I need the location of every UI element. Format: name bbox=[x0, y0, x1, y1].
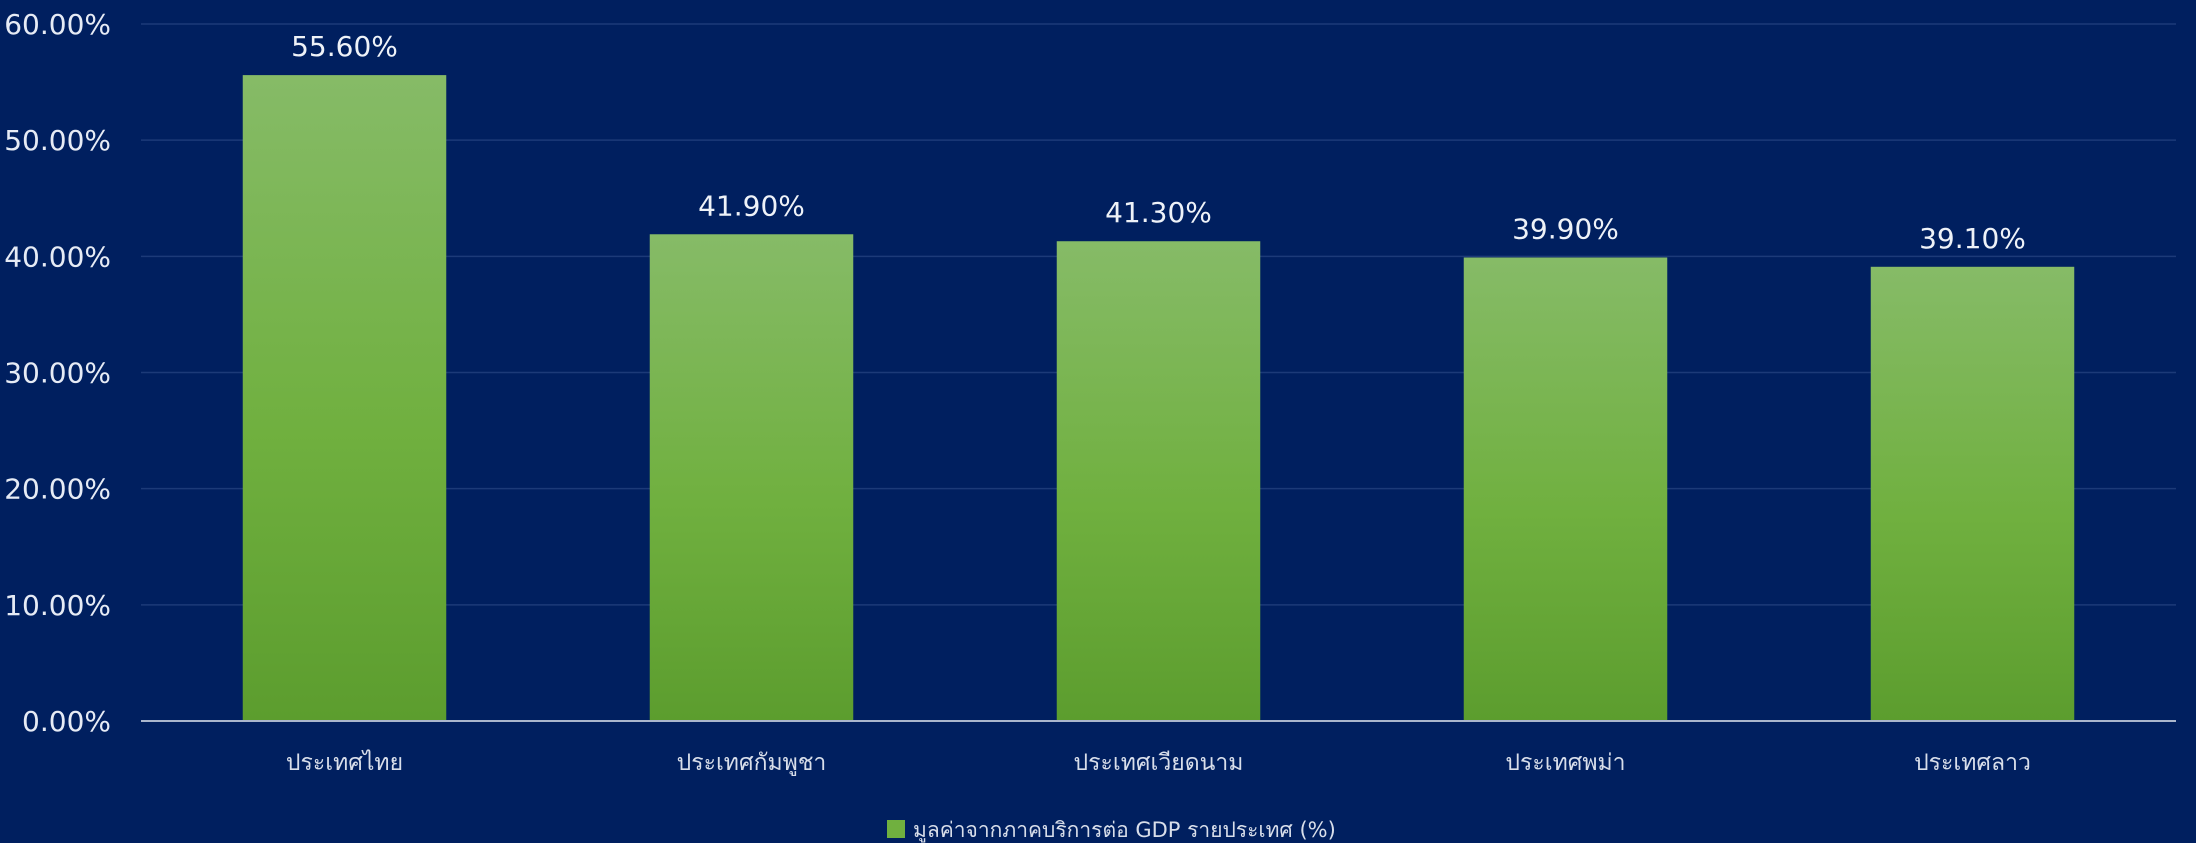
x-category-label: ประเทศลาว bbox=[1914, 750, 2031, 776]
bar bbox=[649, 234, 854, 722]
data-label: 55.60% bbox=[291, 30, 398, 63]
x-category-label: ประเทศไทย bbox=[286, 749, 403, 776]
y-axis-ticks: 0.00% 10.00% 20.00% 30.00% 40.00% 50.00% 60.00… bbox=[4, 8, 111, 738]
y-tick-label: 20.00% bbox=[4, 473, 111, 506]
y-tick-label: 50.00% bbox=[4, 124, 111, 157]
data-label: 41.90% bbox=[698, 189, 805, 222]
x-category-label: ประเทศพม่า bbox=[1505, 750, 1625, 776]
y-tick-label: 30.00% bbox=[4, 357, 111, 390]
data-label: 39.90% bbox=[1512, 212, 1619, 245]
y-tick-label: 60.00% bbox=[4, 8, 111, 41]
legend: มูลค่าจากภาคบริการต่อ GDP รายประเทศ (%) bbox=[887, 818, 1336, 843]
x-category-label: ประเทศเวียดนาม bbox=[1074, 750, 1244, 776]
x-axis-categories: ประเทศไทย ประเทศกัมพูชา ประเทศเวียดนาม ประเ… bbox=[286, 749, 2031, 776]
bar bbox=[1870, 266, 2075, 721]
y-tick-label: 10.00% bbox=[4, 589, 111, 622]
y-tick-label: 40.00% bbox=[4, 240, 111, 273]
data-label: 39.10% bbox=[1919, 222, 2026, 255]
bar bbox=[1463, 257, 1668, 721]
bar bbox=[1056, 241, 1261, 721]
legend-label: มูลค่าจากภาคบริการต่อ GDP รายประเทศ (%) bbox=[913, 818, 1336, 843]
legend-swatch bbox=[887, 820, 905, 838]
bars bbox=[242, 75, 2075, 722]
x-category-label: ประเทศกัมพูชา bbox=[677, 750, 827, 776]
data-labels: 55.60% 41.90% 41.30% 39.90% 39.10% bbox=[291, 30, 2026, 255]
y-tick-label: 0.00% bbox=[22, 705, 111, 738]
data-label: 41.30% bbox=[1105, 196, 1212, 229]
bar bbox=[242, 75, 447, 721]
